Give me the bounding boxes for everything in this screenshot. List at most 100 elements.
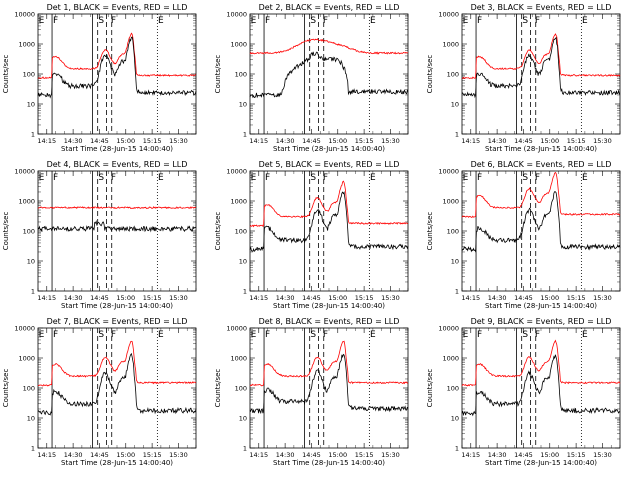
y-tick-label: 100	[447, 228, 459, 236]
series-events-line	[461, 191, 621, 253]
detector-panel: Det 8, BLACK = Events, RED = LLD 1 10 100 10…	[214, 317, 409, 467]
x-tick-label: 14:15	[461, 294, 480, 302]
y-tick-label: 100	[23, 385, 35, 393]
marker-letter: F	[535, 330, 540, 340]
y-tick-label: 100	[235, 385, 247, 393]
marker-letter: E	[582, 330, 588, 340]
y-tick-label: 10	[239, 258, 247, 266]
y-tick-label: 1000	[442, 198, 459, 206]
y-tick-label: 1	[243, 445, 247, 453]
panel-title: Det 4, BLACK = Events, RED = LLD	[47, 160, 188, 169]
panel-title: Det 8, BLACK = Events, RED = LLD	[259, 317, 400, 326]
y-tick-label: 10	[239, 415, 247, 423]
y-tick-label: 100	[23, 228, 35, 236]
y-tick-label: 1	[31, 445, 35, 453]
x-tick-label: 15:00	[540, 137, 559, 145]
x-tick-label: 14:30	[488, 137, 507, 145]
marker-letter: F	[111, 173, 116, 183]
marker-letter: F	[535, 16, 540, 26]
panel-title: Det 5, BLACK = Events, RED = LLD	[259, 160, 400, 169]
x-tick-label: 15:15	[567, 294, 586, 302]
y-tick-label: 10000	[438, 11, 459, 19]
x-tick-label: 15:30	[169, 451, 188, 459]
x-tick-label: 15:00	[328, 137, 347, 145]
marker-letter: S	[522, 330, 528, 340]
marker-letter: E	[582, 173, 588, 183]
marker-letter: E	[39, 330, 45, 340]
plot-frame	[461, 13, 621, 135]
panel-title: Det 9, BLACK = Events, RED = LLD	[471, 317, 612, 326]
y-tick-label: 10	[451, 258, 459, 266]
series-lld-line	[461, 339, 621, 387]
x-tick-label: 14:30	[276, 294, 295, 302]
marker-letter: S	[310, 173, 316, 183]
x-tick-label: 14:15	[249, 451, 268, 459]
marker-letter: E	[370, 16, 376, 26]
x-axis-label: Start Time (28-Jun-15 14:00:40)	[273, 145, 385, 153]
marker-letter: F	[477, 173, 482, 183]
y-axis-label: Counts/sec	[426, 369, 434, 408]
x-tick-label: 14:15	[249, 294, 268, 302]
marker-letter: F	[323, 330, 328, 340]
y-tick-label: 100	[23, 71, 35, 79]
panel-title: Det 6, BLACK = Events, RED = LLD	[471, 160, 612, 169]
y-axis-label: Counts/sec	[214, 55, 222, 94]
x-tick-label: 14:30	[276, 137, 295, 145]
x-axis-label: Start Time (28-Jun-15 14:00:40)	[485, 145, 597, 153]
x-tick-label: 14:45	[302, 451, 321, 459]
x-tick-label: 14:45	[90, 137, 109, 145]
x-axis-label: Start Time (28-Jun-15 14:00:40)	[485, 459, 597, 467]
x-tick-label: 15:00	[328, 294, 347, 302]
y-axis-label: Counts/sec	[214, 212, 222, 251]
y-tick-label: 10	[27, 415, 35, 423]
y-tick-label: 1	[455, 445, 459, 453]
x-tick-label: 15:30	[593, 137, 612, 145]
panel-title: Det 3, BLACK = Events, RED = LLD	[471, 3, 612, 12]
x-tick-label: 15:00	[116, 451, 135, 459]
x-tick-label: 14:30	[488, 451, 507, 459]
series-events-line	[461, 36, 621, 99]
plot-frame	[37, 170, 197, 292]
y-axis-label: Counts/sec	[214, 369, 222, 408]
y-axis-label: Counts/sec	[426, 55, 434, 94]
y-tick-label: 1000	[18, 198, 35, 206]
marker-letter: E	[582, 16, 588, 26]
x-tick-label: 14:45	[514, 137, 533, 145]
y-tick-label: 1000	[230, 41, 247, 49]
x-tick-label: 14:45	[90, 294, 109, 302]
marker-letter: E	[463, 173, 469, 183]
marker-letter: S	[310, 330, 316, 340]
marker-letter: F	[535, 173, 540, 183]
y-tick-label: 1	[455, 288, 459, 296]
panel-title: Det 7, BLACK = Events, RED = LLD	[47, 317, 188, 326]
marker-letter: F	[53, 330, 58, 340]
marker-letter: F	[265, 330, 270, 340]
marker-letter: F	[111, 16, 116, 26]
x-tick-label: 15:30	[593, 294, 612, 302]
y-tick-label: 1	[455, 131, 459, 139]
x-tick-label: 14:30	[276, 451, 295, 459]
marker-letter: E	[251, 330, 257, 340]
y-axis-label: Counts/sec	[2, 55, 10, 94]
marker-letter: E	[158, 330, 164, 340]
marker-letter: E	[39, 173, 45, 183]
x-tick-label: 15:15	[355, 294, 374, 302]
x-tick-label: 14:45	[90, 451, 109, 459]
x-tick-label: 15:15	[355, 451, 374, 459]
marker-letter: S	[522, 173, 528, 183]
y-tick-label: 1	[31, 288, 35, 296]
marker-letter: F	[323, 16, 328, 26]
y-tick-label: 1000	[230, 355, 247, 363]
x-tick-label: 14:15	[461, 451, 480, 459]
detector-panel: Det 7, BLACK = Events, RED = LLD 1 10 100 10…	[2, 317, 197, 467]
marker-letter: E	[463, 16, 469, 26]
marker-letter: S	[98, 16, 104, 26]
y-tick-label: 1	[31, 131, 35, 139]
detector-panel: Det 5, BLACK = Events, RED = LLD 1 10 100 10…	[214, 160, 409, 310]
y-tick-label: 100	[235, 71, 247, 79]
x-tick-label: 14:30	[64, 137, 83, 145]
series-events-line	[249, 191, 409, 252]
series-lld-line	[249, 340, 409, 387]
x-axis-label: Start Time (28-Jun-15 14:00:40)	[273, 459, 385, 467]
